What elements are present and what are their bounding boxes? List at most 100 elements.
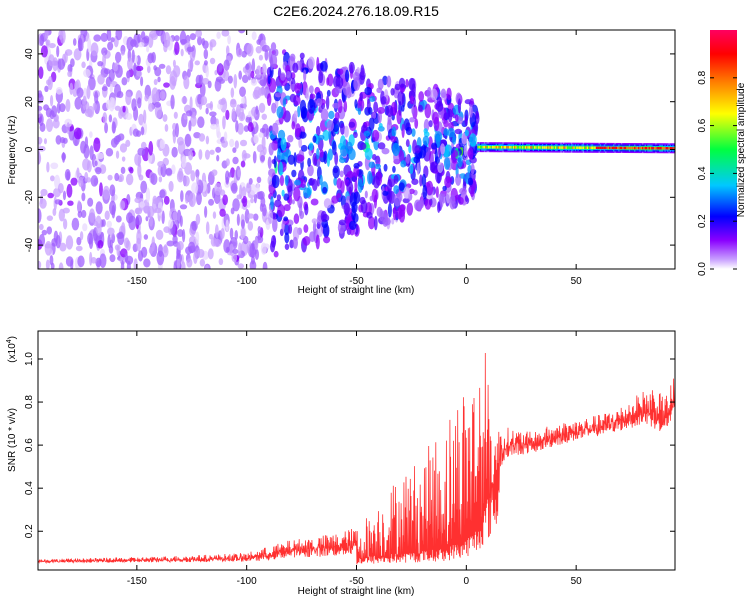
heatmap-cell <box>184 133 192 147</box>
heatmap-cell <box>93 34 102 42</box>
heatmap-cell <box>332 117 340 133</box>
heatmap-cell <box>331 195 339 204</box>
heatmap-cell <box>325 95 330 110</box>
heatmap-cell <box>205 65 209 78</box>
heatmap-cell <box>326 152 331 167</box>
heatmap-cell <box>138 174 144 181</box>
heatmap-cell <box>619 146 622 150</box>
heatmap-cell <box>627 146 630 150</box>
heatmap-cell <box>215 146 222 153</box>
heatmap-cell <box>101 47 108 56</box>
heatmap-cell <box>454 114 459 122</box>
heatmap-cell <box>485 145 487 149</box>
heatmap-cell <box>242 195 248 208</box>
heatmap-cell <box>188 59 194 71</box>
heatmap-cell <box>593 146 595 150</box>
heatmap-cell <box>497 145 499 149</box>
heatmap-cell <box>175 122 179 138</box>
heatmap-cell <box>235 120 239 133</box>
heatmap-cell <box>364 190 368 199</box>
heatmap-cell <box>577 146 580 149</box>
heatmap-cell <box>510 146 512 149</box>
x-tick-label: -100 <box>237 576 257 587</box>
heatmap-cell <box>247 213 255 219</box>
heatmap-cell <box>261 123 269 137</box>
heatmap-cell <box>396 109 402 125</box>
heatmap-cell <box>332 102 340 109</box>
heatmap-cell <box>574 146 577 149</box>
heatmap-cell <box>576 146 578 149</box>
heatmap-cell <box>364 121 370 127</box>
heatmap-cell <box>97 239 104 249</box>
heatmap-cell <box>146 45 150 53</box>
heatmap-cell <box>255 105 259 115</box>
heatmap-cell <box>588 146 590 150</box>
heatmap-cell <box>524 146 527 149</box>
heatmap-cell <box>262 261 268 269</box>
heatmap-cell <box>569 146 572 149</box>
heatmap-cell <box>435 186 439 198</box>
colorbar-tick-label: 0.8 <box>697 70 708 84</box>
heatmap-cell <box>139 201 145 208</box>
y-tick-label: 0.6 <box>24 438 35 452</box>
heatmap-cell <box>271 102 277 114</box>
heatmap-cell <box>55 135 62 145</box>
heatmap-cell <box>648 146 651 150</box>
heatmap-cell <box>660 146 663 150</box>
heatmap-cell <box>125 139 131 147</box>
heatmap-cell <box>397 90 405 106</box>
heatmap-cell <box>323 236 331 244</box>
heatmap-cell <box>109 254 116 263</box>
heatmap-cell <box>359 92 363 102</box>
heatmap-cell <box>185 110 193 117</box>
heatmap-cell <box>512 146 515 149</box>
heatmap-cell <box>528 146 531 149</box>
heatmap-cell <box>283 193 290 201</box>
heatmap-cell <box>357 178 363 193</box>
heatmap-cell <box>388 191 396 204</box>
heatmap-cell <box>223 70 230 82</box>
heatmap-cell <box>65 235 74 250</box>
heatmap-cell <box>503 146 506 149</box>
heatmap-cell <box>561 146 564 149</box>
heatmap-cell <box>197 36 202 46</box>
colorbar-tick-label: 0.4 <box>697 166 708 180</box>
heatmap-cell <box>94 91 99 105</box>
y-tick-label: 40 <box>24 48 35 60</box>
heatmap-cell <box>191 182 199 194</box>
heatmap-cell <box>411 128 416 137</box>
heatmap-cell <box>125 173 134 186</box>
heatmap-cell <box>184 162 193 175</box>
heatmap-cell <box>623 146 626 150</box>
heatmap-x-ticks: -150 -100 -50 0 50 <box>127 30 582 287</box>
heatmap-cell <box>487 145 490 149</box>
heatmap-cell <box>635 146 638 150</box>
heatmap-cell <box>174 35 180 42</box>
heatmap-cell <box>133 62 137 77</box>
heatmap-cell <box>405 154 410 164</box>
heatmap-cell <box>48 42 56 49</box>
heatmap-cell <box>222 194 228 206</box>
heatmap-cell <box>636 146 639 150</box>
heatmap-cell <box>104 122 108 134</box>
heatmap-cell <box>346 181 354 195</box>
heatmap-cell <box>49 94 54 107</box>
heatmap-cell <box>443 119 449 128</box>
heatmap-cell <box>494 145 497 149</box>
heatmap-cell <box>188 120 192 132</box>
heatmap-cell <box>298 131 307 139</box>
heatmap-cell <box>418 200 422 212</box>
heatmap-cell <box>38 145 46 152</box>
heatmap-cell <box>168 180 174 192</box>
heatmap-cell <box>163 82 170 88</box>
heatmap-cell <box>218 62 223 73</box>
heatmap-cell <box>38 105 43 112</box>
heatmap-cell <box>144 94 149 102</box>
heatmap-cell <box>617 146 619 150</box>
heatmap-cell <box>607 146 610 150</box>
heatmap-cell <box>88 76 96 91</box>
heatmap-cell <box>387 202 392 218</box>
heatmap-cell <box>272 217 278 233</box>
heatmap-cell <box>241 186 247 198</box>
heatmap-cell <box>64 168 71 181</box>
